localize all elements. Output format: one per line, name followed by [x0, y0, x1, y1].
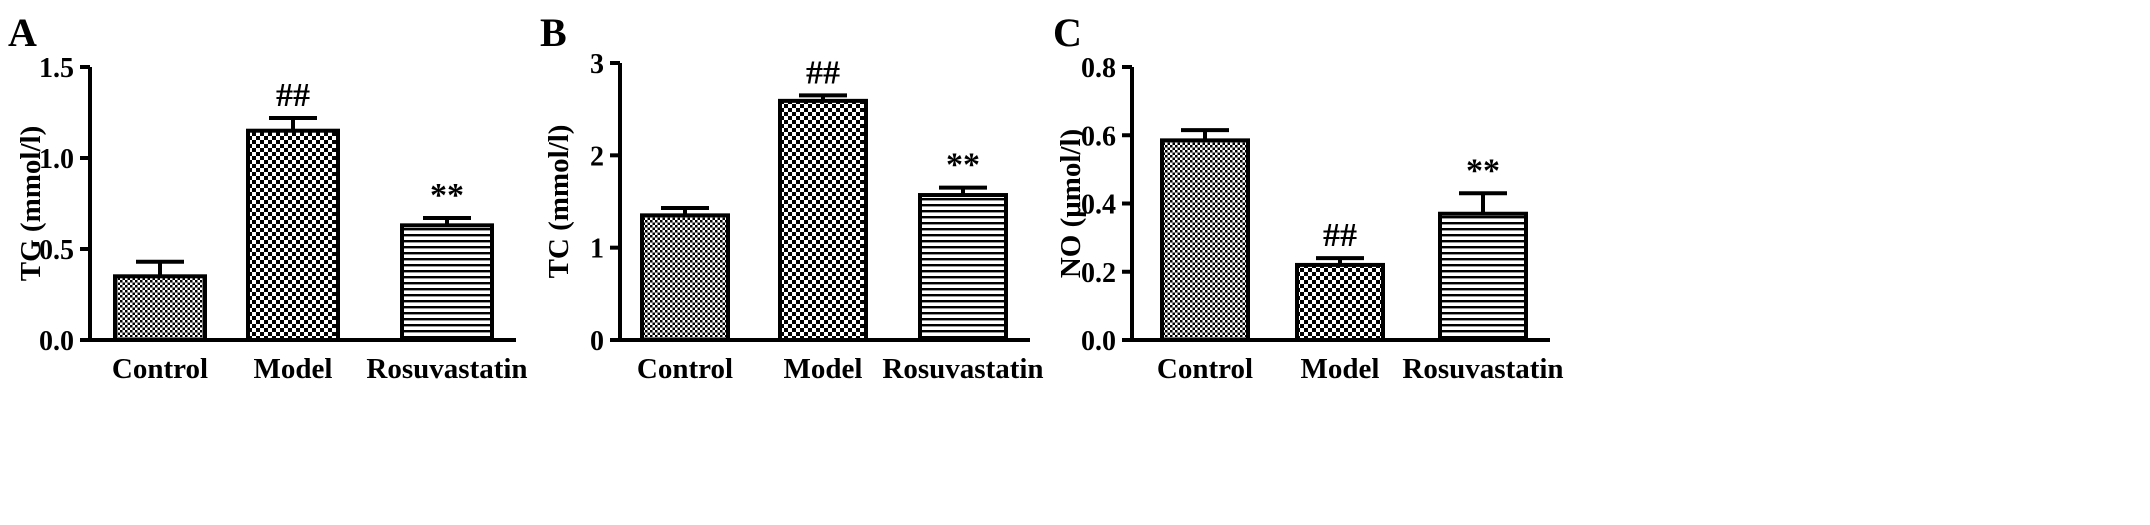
significance-label: ** — [946, 147, 980, 184]
y-tick-label: 2 — [590, 141, 604, 172]
error-bar — [799, 93, 847, 101]
chart-panel-a: A TG (mmol/l) Control ## Model ** Rosuvastatin… — [8, 10, 528, 385]
bar-control — [1160, 138, 1250, 342]
axes: 0.0 0.5 1.0 1.5 — [39, 53, 516, 357]
error-bar — [423, 216, 471, 226]
axes: 0.0 0.2 0.4 0.6 0.8 — [1081, 53, 1550, 357]
significance-label: ** — [1466, 152, 1500, 189]
significance-label: ## — [1323, 217, 1357, 254]
error-bar — [1459, 191, 1507, 214]
bar-model — [246, 128, 340, 342]
y-tick-label: 0.4 — [1081, 190, 1116, 221]
error-bar — [1316, 256, 1364, 265]
y-tick-label: 0.2 — [1081, 258, 1116, 289]
bar-control — [113, 274, 207, 342]
x-tick-label: Rosuvastatin — [366, 353, 527, 385]
error-bar — [136, 259, 184, 277]
bar-rosuvastatin — [1438, 211, 1528, 342]
panel-letter: B — [540, 10, 567, 55]
y-tick-label: 3 — [590, 49, 604, 80]
y-axis-label: TC (mmol/l) — [543, 125, 575, 279]
panel-letter: A — [8, 10, 37, 55]
error-bar — [269, 115, 317, 131]
y-axis-label: TG (mmol/l) — [15, 126, 47, 281]
y-tick-label: 0.0 — [1081, 326, 1116, 357]
y-tick-label: 0.6 — [1081, 121, 1116, 152]
x-tick-label: Model — [254, 353, 333, 385]
chart-panel-b: B TC (mmol/l) Control ## Model ** Rosuvastatin… — [540, 10, 1044, 385]
significance-label: ## — [806, 54, 840, 91]
y-tick-label: 0.5 — [39, 235, 74, 266]
x-tick-label: Model — [784, 353, 863, 385]
y-tick-label: 0 — [590, 326, 604, 357]
x-tick-label: Model — [1301, 353, 1380, 385]
bar-control — [640, 213, 730, 343]
y-axis-label: NO (μmol/l) — [1055, 129, 1087, 278]
y-tick-label: 0.0 — [39, 326, 74, 357]
chart-panel-c: C NO (μmol/l) Control ## Model ** Rosuvastatin… — [1053, 10, 1564, 385]
axes: 0 1 2 3 — [590, 49, 1030, 357]
y-tick-label: 1.0 — [39, 144, 74, 175]
x-tick-label: Control — [1157, 353, 1253, 385]
error-bar — [661, 205, 709, 216]
x-tick-label: Rosuvastatin — [1402, 353, 1563, 385]
y-tick-label: 1 — [590, 234, 604, 265]
panel-letter: C — [1053, 10, 1082, 55]
y-tick-label: 1.5 — [39, 53, 74, 84]
y-tick-label: 0.8 — [1081, 53, 1116, 84]
error-bar — [1181, 128, 1229, 141]
significance-label: ## — [276, 77, 310, 114]
error-bar — [939, 185, 987, 196]
bar-rosuvastatin — [918, 193, 1008, 342]
bar-model — [1295, 262, 1385, 342]
x-tick-label: Control — [637, 353, 733, 385]
significance-label: ** — [430, 177, 464, 214]
x-tick-label: Rosuvastatin — [882, 353, 1043, 385]
bar-rosuvastatin — [400, 223, 494, 342]
bar-model — [778, 98, 868, 342]
x-tick-label: Control — [112, 353, 208, 385]
